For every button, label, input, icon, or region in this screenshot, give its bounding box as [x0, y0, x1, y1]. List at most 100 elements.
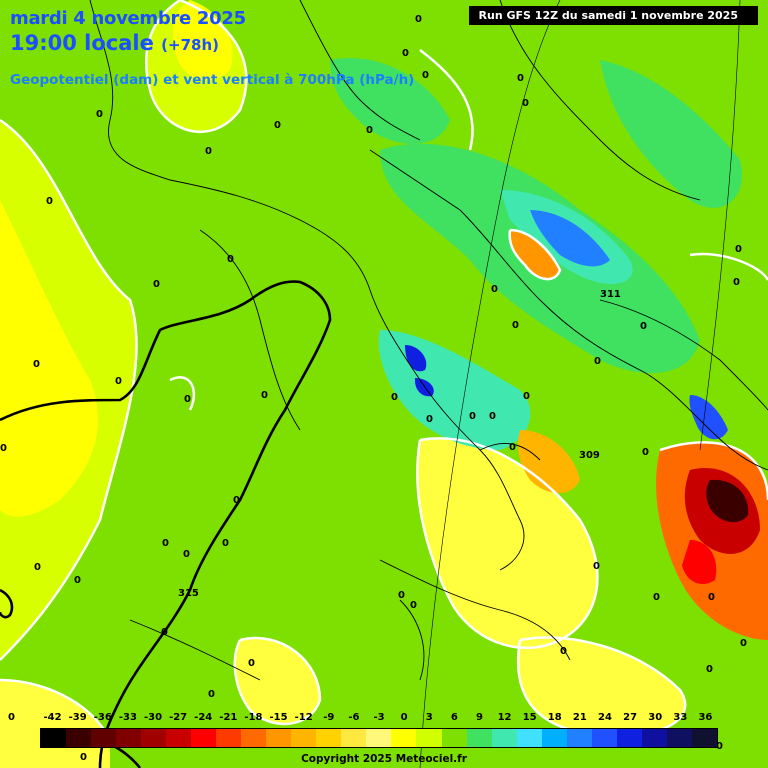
legend-swatch	[666, 729, 692, 747]
zero-label: 0	[517, 73, 524, 84]
zero-label: 0	[227, 254, 234, 265]
legend-tick-label: 12	[497, 712, 512, 723]
legend-swatch	[391, 729, 417, 747]
legend-swatch	[141, 729, 167, 747]
zero-label: 0	[184, 394, 191, 405]
zero-label: 0	[74, 575, 81, 586]
legend-swatch	[216, 729, 242, 747]
field-yellow-southeast	[518, 637, 686, 736]
zero-label: 0	[222, 538, 229, 549]
zero-label: 0	[80, 752, 87, 763]
legend-tick-label: 36	[698, 712, 713, 723]
legend-swatch	[491, 729, 517, 747]
legend-swatch	[266, 729, 292, 747]
forecast-lead-time: (+78h)	[161, 36, 219, 54]
field-yellow-north-core	[173, 0, 233, 81]
legend-tick-label: -42	[43, 712, 62, 723]
forecast-time-value: 19:00 locale	[10, 31, 154, 55]
legend-tick-label: -30	[143, 712, 163, 723]
zero-label: 0	[512, 320, 519, 331]
grid-lines	[419, 0, 741, 768]
zero-label: 0	[733, 277, 740, 288]
legend-swatch	[41, 729, 67, 747]
legend-tick-label: 27	[623, 712, 638, 723]
legend-tick-label: 18	[547, 712, 562, 723]
zero-label: 0	[34, 562, 41, 573]
legend-swatch	[566, 729, 592, 747]
legend-swatch	[66, 729, 92, 747]
legend-swatch	[366, 729, 392, 747]
legend-swatch	[691, 729, 717, 747]
zero-label: 0	[708, 592, 715, 603]
legend-tick-label: 30	[648, 712, 663, 723]
zero-label: 0	[96, 109, 103, 120]
field-green-alps	[330, 58, 450, 144]
forecast-date: mardi 4 novembre 2025	[10, 8, 246, 29]
zero-label: 0	[153, 279, 160, 290]
zero-label: 0	[115, 376, 122, 387]
field-blue-greece	[689, 395, 728, 440]
zero-label: 0	[415, 14, 422, 25]
zero-label: 0	[706, 664, 713, 675]
zero-label: 0	[205, 146, 212, 157]
field-green-east	[600, 60, 742, 208]
zero-label: 0	[489, 411, 496, 422]
legend-swatch	[191, 729, 217, 747]
zero-label: 0	[523, 391, 530, 402]
legend-tick-label: 24	[598, 712, 612, 723]
legend-tick-label: -27	[169, 712, 188, 723]
legend-swatch	[441, 729, 467, 747]
geopotential-label-315: 315	[178, 588, 199, 599]
zero-label: 0	[593, 561, 600, 572]
zero-label: 0	[366, 125, 373, 136]
zero-label: 0	[0, 443, 7, 454]
field-yellow-west-core	[0, 200, 99, 517]
zero-label: 0	[33, 359, 40, 370]
legend-tick-label: -24	[194, 712, 213, 723]
geopotential-label-309: 309	[579, 450, 600, 461]
field-red-greece-south	[682, 540, 717, 585]
field-orange-calabria	[518, 430, 580, 494]
legend-tick-label: -21	[219, 712, 238, 723]
zero-label: 0	[402, 48, 409, 59]
zero-label: 0	[183, 549, 190, 560]
legend-tick-label: 6	[450, 712, 458, 723]
legend-swatch	[516, 729, 542, 747]
zero-label: 0	[426, 414, 433, 425]
zero-label: 0	[740, 638, 747, 649]
legend-tick-label: 33	[673, 712, 688, 723]
legend-swatch	[341, 729, 367, 747]
geopotential-label-311: 311	[600, 289, 621, 300]
legend-swatch	[166, 729, 192, 747]
run-info-badge: Run GFS 12Z du samedi 1 novembre 2025	[468, 6, 758, 25]
legend-tick-label: 21	[572, 712, 587, 723]
color-legend: -42 -39 -36 -33 -30 -27 -24 -21 -18 -15 -12 -9 -6 -3 0…	[40, 712, 718, 748]
field-dark-greece	[706, 479, 749, 523]
legend-tick-label: -33	[118, 712, 137, 723]
zero-label: 0	[491, 284, 498, 295]
coastlines	[89, 0, 768, 681]
legend-swatch	[416, 729, 442, 747]
map-subtitle: Geopotentiel (dam) et vent vertical à 70…	[10, 72, 415, 88]
copyright-notice: Copyright 2025 Meteociel.fr	[301, 753, 467, 765]
legend-tick-label: -15	[269, 712, 288, 723]
zero-label: 0	[422, 70, 429, 81]
zero-label: 0	[208, 689, 215, 700]
legend-tick-label: -18	[244, 712, 263, 723]
zero-label: 0	[391, 392, 398, 403]
legend-swatch	[541, 729, 567, 747]
legend-bar	[40, 728, 718, 748]
zero-label: 0	[274, 120, 281, 131]
legend-swatch	[591, 729, 617, 747]
legend-tick-label: 3	[425, 712, 433, 723]
legend-swatch	[466, 729, 492, 747]
legend-swatch	[316, 729, 342, 747]
field-blue-dinaric	[530, 210, 610, 267]
legend-tick-label: -36	[93, 712, 112, 723]
zero-label: 0	[8, 712, 15, 723]
field-orange-croatia	[509, 230, 560, 280]
zero-label: 0	[233, 495, 240, 506]
zero-label: 0	[398, 590, 405, 601]
legend-swatch	[91, 729, 117, 747]
